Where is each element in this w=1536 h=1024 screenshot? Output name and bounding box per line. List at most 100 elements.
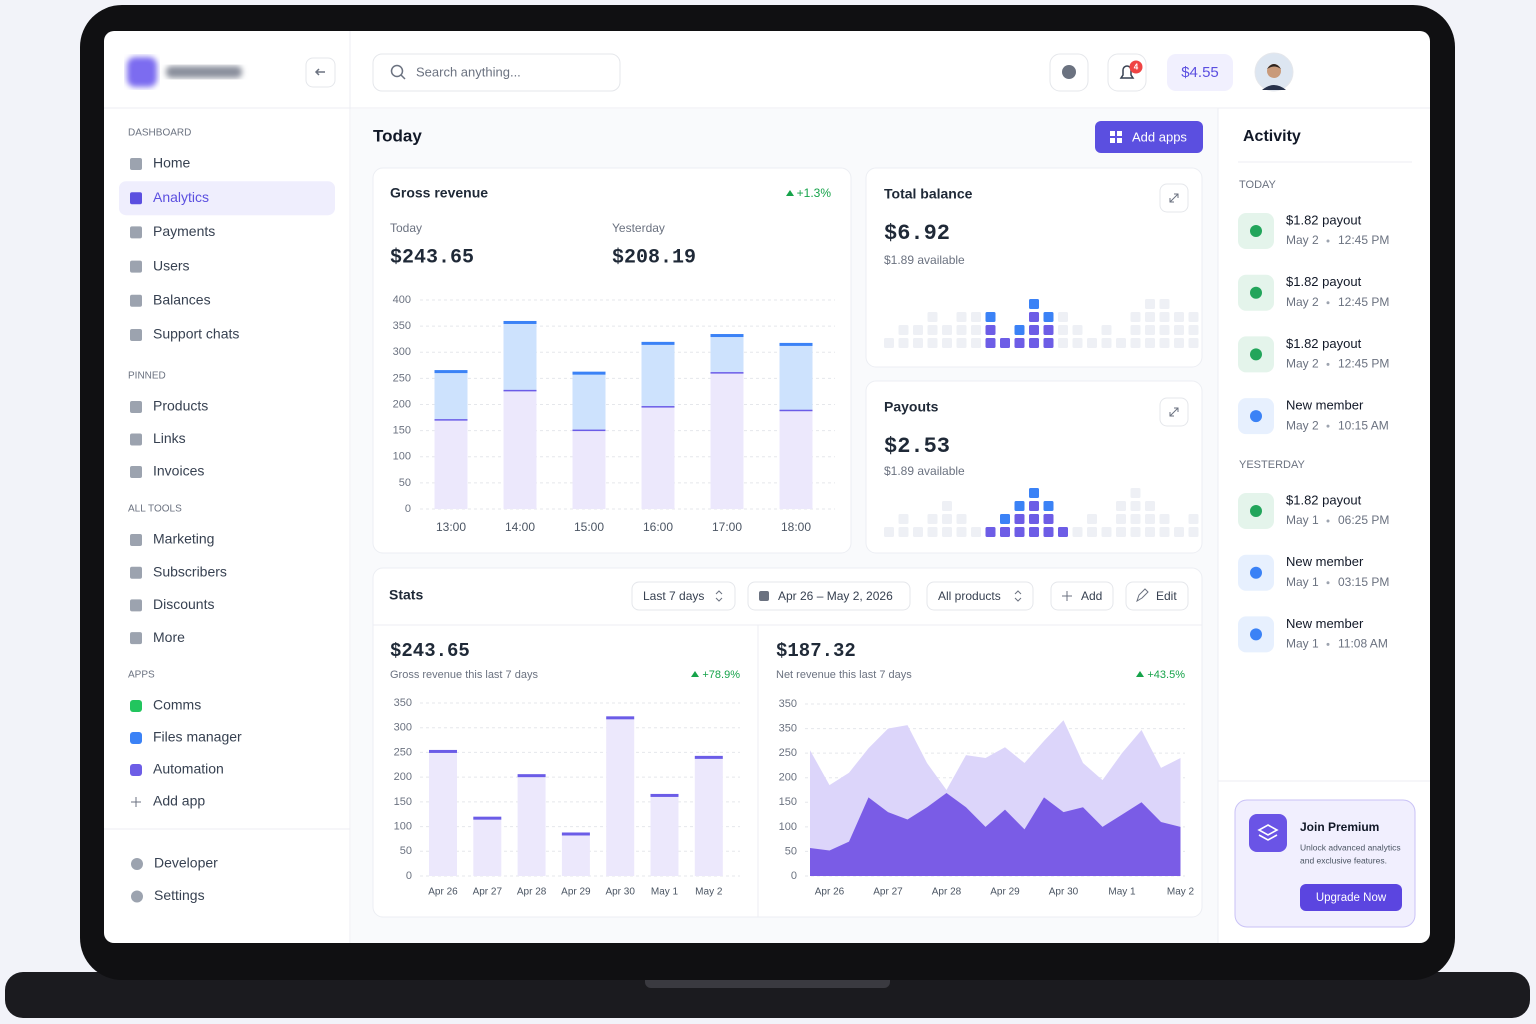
cell	[1043, 312, 1054, 322]
highlight-column	[1000, 338, 1010, 348]
cell	[1130, 325, 1141, 335]
up-arrow	[1136, 671, 1144, 677]
bar-segment	[606, 717, 635, 876]
y-tick-label: 200	[779, 772, 797, 784]
section-label: PINNED	[128, 371, 166, 382]
bar-cap	[572, 371, 606, 375]
cell	[1087, 527, 1097, 537]
level-column	[1101, 527, 1112, 537]
x-tick-label: May 1	[1108, 887, 1136, 898]
nav-icon	[131, 890, 143, 903]
bar-cap	[517, 774, 546, 778]
cell	[927, 338, 938, 348]
y-tick-label: 0	[405, 503, 411, 515]
cell	[1116, 338, 1126, 348]
cell	[1014, 325, 1025, 335]
level-column	[1145, 501, 1155, 537]
premium-text: Unlock advanced analytics	[1300, 842, 1401, 852]
cell	[1130, 338, 1141, 348]
cell	[1188, 325, 1199, 335]
cell	[1174, 312, 1184, 322]
card-value: $6.92	[884, 221, 950, 246]
cell	[1014, 501, 1025, 511]
metric-label: Gross revenue this last 7 days	[390, 669, 538, 681]
y-tick-label: 0	[406, 870, 412, 882]
nav-icon	[130, 329, 142, 341]
area	[810, 792, 1181, 876]
nav-item: Settings	[154, 887, 205, 903]
x-tick-label: May 2	[695, 887, 723, 898]
cell	[1145, 527, 1155, 537]
activity-time: 12:45 PM	[1338, 233, 1389, 247]
cell	[1029, 514, 1039, 524]
cell	[1000, 338, 1010, 348]
y-tick-label: 0	[791, 870, 797, 882]
cell	[1116, 514, 1126, 524]
cell	[985, 325, 996, 335]
bell-icon	[1119, 65, 1135, 79]
highlight-column	[1029, 488, 1039, 537]
cell	[1000, 514, 1010, 524]
bar-segment	[650, 795, 679, 876]
activity-glyph	[1250, 566, 1262, 579]
balance-pill[interactable]	[1167, 54, 1233, 91]
group-label: YESTERDAY	[1239, 459, 1305, 471]
separator	[1326, 581, 1330, 585]
y-tick-label: 350	[394, 697, 412, 709]
nav-item: Invoices	[153, 463, 204, 479]
search-box[interactable]	[372, 53, 621, 92]
cell	[1029, 325, 1039, 335]
x-tick-label: 15:00	[574, 520, 604, 534]
bar-cap	[434, 370, 468, 374]
cell	[1072, 338, 1083, 348]
bar-segment	[710, 335, 744, 373]
cell	[898, 514, 909, 524]
metric-value: $243.65	[390, 246, 474, 269]
date-select[interactable]	[747, 581, 911, 611]
y-tick-label: 250	[393, 372, 411, 384]
cell	[942, 338, 952, 348]
y-tick-label: 100	[394, 820, 412, 832]
activity-date: May 2	[1286, 418, 1319, 432]
cell	[1159, 312, 1170, 322]
notification-button[interactable]	[1107, 53, 1147, 92]
balance: $4.55	[1181, 64, 1219, 81]
cell	[956, 312, 967, 322]
cell	[1174, 527, 1184, 537]
y-tick-label: 50	[399, 477, 411, 489]
highlight-column	[985, 527, 996, 537]
product-select[interactable]	[926, 581, 1034, 611]
activity-time: 10:15 AM	[1338, 418, 1389, 432]
cell	[1029, 312, 1039, 322]
cell	[1188, 514, 1199, 524]
avatar-face	[1267, 64, 1281, 78]
bar-segment	[572, 429, 606, 509]
laptop-base	[5, 972, 1530, 1018]
add-button[interactable]	[1050, 581, 1114, 611]
change: +78.9%	[702, 669, 740, 681]
range-select[interactable]	[631, 581, 736, 611]
level-column	[1159, 514, 1170, 537]
cell	[956, 338, 967, 348]
level-column	[1145, 299, 1155, 348]
activity-date: May 1	[1286, 513, 1319, 527]
edit-button[interactable]	[1125, 581, 1189, 611]
activity-title: $1.82 payout	[1286, 212, 1362, 227]
cell	[927, 527, 938, 537]
cell	[1145, 299, 1155, 309]
premium-text: and exclusive features.	[1300, 855, 1387, 865]
cell	[1087, 338, 1097, 348]
level-column	[884, 338, 894, 348]
nav-item: Automation	[153, 761, 224, 777]
activity-title: $1.82 payout	[1286, 492, 1362, 507]
cell	[971, 325, 981, 335]
separator	[1326, 519, 1330, 523]
cell	[1116, 501, 1126, 511]
add-apps-button[interactable]	[1095, 121, 1203, 153]
x-tick-label: Apr 28	[932, 887, 962, 898]
search-placeholder: Search anything...	[416, 64, 521, 79]
upgrade-button[interactable]	[1300, 884, 1402, 911]
card-subtitle: $1.89 available	[884, 464, 965, 478]
metric-label: Today	[390, 221, 422, 235]
y-tick-label: 250	[779, 747, 797, 759]
